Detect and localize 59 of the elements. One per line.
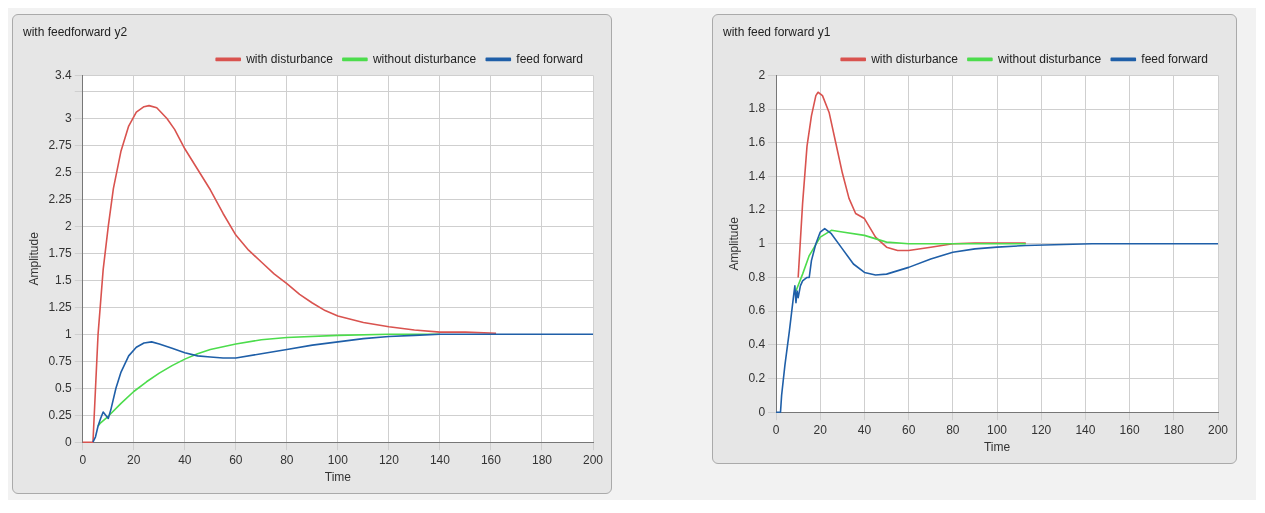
y-tick-label: 1.75 — [48, 245, 73, 260]
x-tick-label: 20 — [813, 422, 828, 437]
legend-label: feed forward — [516, 51, 583, 66]
x-tick-label: 180 — [531, 452, 553, 467]
y-tick-label: 0.75 — [48, 353, 73, 368]
y-tick-label: 1.8 — [748, 101, 766, 116]
x-tick-label: 120 — [378, 452, 400, 467]
legend-label: without disturbance — [371, 51, 477, 66]
x-tick-label: 180 — [1163, 422, 1185, 437]
y-tick-label: 2.5 — [55, 164, 73, 179]
x-tick-label: 80 — [946, 422, 960, 437]
y-tick-label: 2 — [758, 67, 766, 82]
x-axis-title: Time — [324, 470, 352, 485]
y-tick-label: 0.5 — [55, 380, 73, 395]
y-tick-label: 1 — [65, 326, 73, 341]
y-axis-title: Amplitude — [26, 231, 41, 286]
x-tick-label: 60 — [901, 422, 916, 437]
y-tick-label: 3 — [65, 110, 73, 125]
y-tick-label: 3.4 — [55, 67, 73, 82]
x-axis-title: Time — [983, 440, 1011, 455]
x-tick-label: 0 — [772, 422, 780, 437]
chart-title: with feedforward y2 — [22, 24, 128, 39]
x-tick-label: 140 — [1075, 422, 1096, 437]
x-tick-label: 140 — [429, 452, 451, 467]
x-tick-label: 200 — [1207, 422, 1229, 437]
x-tick-label: 200 — [582, 452, 604, 467]
y-tick-label: 1 — [758, 236, 766, 251]
y-tick-label: 0 — [65, 434, 73, 449]
y-tick-label: 0.6 — [748, 303, 766, 318]
y-tick-label: 1.5 — [55, 272, 73, 287]
y-tick-label: 1.4 — [748, 168, 766, 183]
x-tick-label: 100 — [327, 452, 349, 467]
y-tick-label: 2.25 — [48, 191, 73, 206]
x-tick-label: 40 — [857, 422, 872, 437]
x-tick-label: 20 — [127, 452, 141, 467]
y-tick-label: 0 — [758, 404, 766, 419]
x-tick-label: 80 — [280, 452, 294, 467]
legend-label: with disturbance — [245, 51, 334, 66]
x-tick-label: 0 — [79, 452, 87, 467]
y-tick-label: 0.2 — [748, 370, 766, 385]
legend-label: feed forward — [1141, 51, 1208, 66]
y-axis-title: Amplitude — [726, 216, 741, 271]
x-tick-label: 40 — [178, 452, 192, 467]
legend-label: without disturbance — [996, 51, 1102, 66]
y-tick-label: 1.2 — [748, 202, 766, 217]
y-tick-label: 2 — [65, 218, 73, 233]
y-tick-label: 1.6 — [748, 135, 766, 150]
x-tick-label: 120 — [1031, 422, 1052, 437]
chart-title: with feed forward y1 — [722, 24, 831, 39]
legend-label: with disturbance — [870, 51, 959, 66]
x-tick-label: 160 — [1119, 422, 1140, 437]
y-tick-label: 1.25 — [48, 299, 73, 314]
x-tick-label: 160 — [480, 452, 502, 467]
y-tick-label: 0.25 — [48, 407, 73, 422]
y-tick-label: 0.8 — [748, 269, 766, 284]
y-tick-label: 0.4 — [748, 337, 766, 352]
x-tick-label: 100 — [987, 422, 1008, 437]
y-tick-label: 2.75 — [48, 137, 73, 152]
x-tick-label: 60 — [229, 452, 243, 467]
